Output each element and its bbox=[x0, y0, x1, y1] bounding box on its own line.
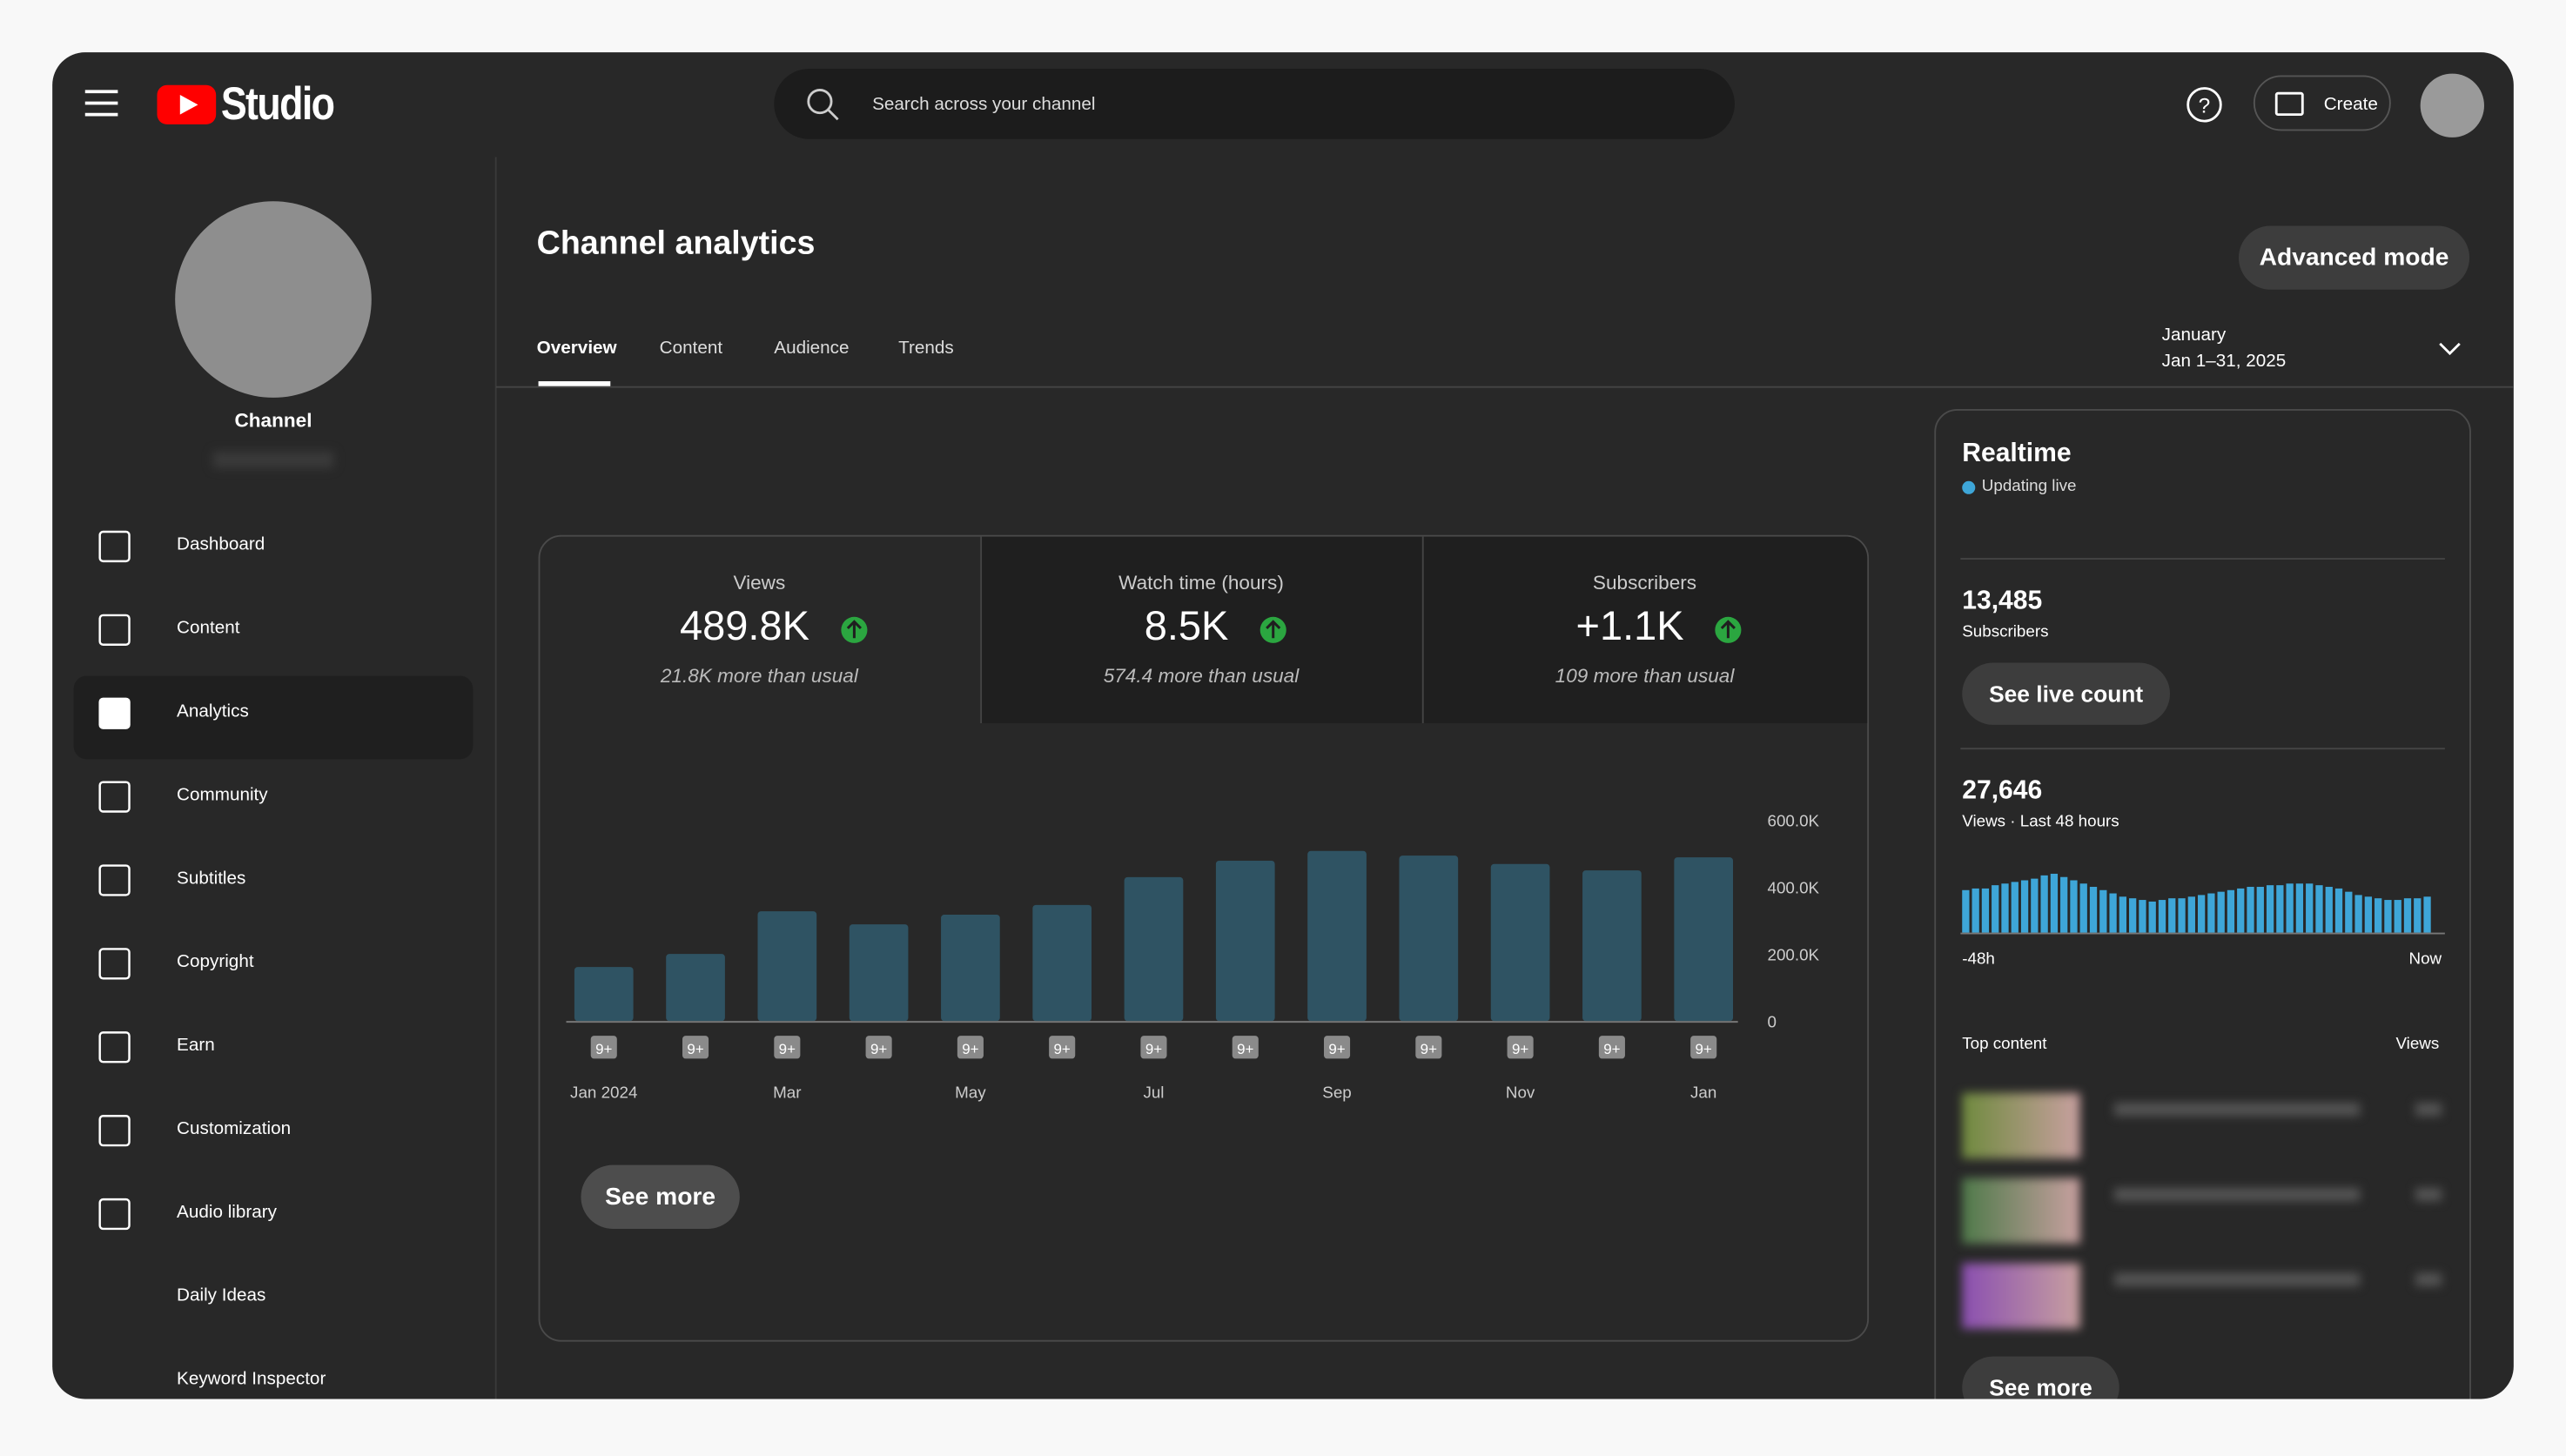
thumbnail-blur bbox=[1962, 1178, 2080, 1244]
search-box[interactable] bbox=[774, 68, 1735, 139]
title-blur bbox=[2114, 1272, 2361, 1286]
live-count-button[interactable]: See live count bbox=[1962, 662, 2171, 725]
metric-value: +1.1K bbox=[1575, 603, 1684, 650]
metric-note: 109 more than usual bbox=[1555, 664, 1735, 688]
nav-item[interactable]: Content bbox=[177, 618, 240, 639]
subscriber-count: 13,485 bbox=[1962, 587, 2043, 615]
metric-value: 489.8K bbox=[679, 603, 809, 650]
create-label: Create bbox=[2323, 95, 2378, 115]
channel-avatar bbox=[175, 201, 372, 398]
nav-item[interactable]: Keyword Inspector bbox=[177, 1369, 326, 1390]
metric-label: Watch time (hours) bbox=[1118, 571, 1284, 594]
metric-cell-bg bbox=[1423, 536, 1868, 724]
logo-play bbox=[180, 95, 198, 115]
channel-handle-blur bbox=[212, 451, 334, 468]
tab[interactable]: Overview bbox=[536, 339, 617, 359]
logo-text: Studio bbox=[220, 78, 335, 130]
views-blur bbox=[2415, 1103, 2442, 1117]
nav-icon bbox=[100, 615, 130, 645]
metric-note: 21.8K more than usual bbox=[660, 664, 858, 688]
start-label: -48h bbox=[1962, 950, 1995, 970]
metric-label: Views bbox=[733, 571, 786, 594]
period-range: Jan 1–31, 2025 bbox=[2161, 352, 2287, 372]
active-item bbox=[73, 675, 474, 760]
see-more-button[interactable]: See more bbox=[581, 1164, 740, 1229]
nav-icon bbox=[100, 949, 130, 978]
nav-icon bbox=[100, 532, 130, 561]
views-count: 27,646 bbox=[1962, 777, 2043, 806]
metric-label: Subscribers bbox=[1592, 571, 1697, 594]
nav-icon bbox=[100, 782, 130, 812]
help-icon: ? bbox=[2199, 95, 2211, 118]
end-label: Now bbox=[2408, 950, 2442, 970]
subscriber-label: Subscribers bbox=[1962, 623, 2049, 641]
nav-icon bbox=[100, 1116, 130, 1145]
advanced-button[interactable]: Advanced mode bbox=[2238, 225, 2470, 290]
nav-item[interactable]: Earn bbox=[177, 1036, 215, 1056]
nav-item[interactable]: Audio library bbox=[177, 1202, 278, 1223]
search-placeholder: Search across your channel bbox=[872, 95, 1096, 115]
nav-icon bbox=[100, 1199, 130, 1229]
views-label: Views · Last 48 hours bbox=[1962, 813, 2119, 832]
thumbnail-blur bbox=[1962, 1092, 2080, 1159]
nav-item[interactable]: Community bbox=[177, 785, 268, 806]
avatar[interactable] bbox=[2420, 73, 2484, 138]
nav-item[interactable]: Subtitles bbox=[177, 869, 246, 889]
realtime-title: Realtime bbox=[1962, 439, 2072, 468]
realtime-card bbox=[1934, 409, 2471, 1399]
live-status: Updating live bbox=[1981, 477, 2077, 496]
views-blur bbox=[2415, 1272, 2442, 1286]
thumbnail-blur bbox=[1962, 1263, 2080, 1329]
title-blur bbox=[2114, 1187, 2361, 1201]
views-col-label: Views bbox=[2395, 1036, 2440, 1054]
period-label: January bbox=[2161, 325, 2227, 346]
tab[interactable]: Content bbox=[659, 339, 723, 359]
help-icon bbox=[2188, 89, 2221, 122]
see-more-button[interactable]: See more bbox=[1962, 1356, 2119, 1399]
tab[interactable]: Audience bbox=[774, 339, 850, 359]
nav-item[interactable]: Copyright bbox=[177, 952, 254, 972]
logo-icon bbox=[157, 85, 216, 124]
tab-underline bbox=[539, 381, 611, 386]
metric-note: 574.4 more than usual bbox=[1103, 664, 1300, 688]
nav-item[interactable]: Customization bbox=[177, 1118, 292, 1139]
period-chevron bbox=[2440, 344, 2460, 353]
nav-item[interactable]: Dashboard bbox=[177, 534, 265, 555]
views-blur bbox=[2415, 1187, 2442, 1201]
create-button[interactable] bbox=[2253, 75, 2391, 131]
nav-item[interactable]: Daily Ideas bbox=[177, 1285, 266, 1306]
analytics-card bbox=[538, 534, 1870, 1342]
tab[interactable]: Trends bbox=[898, 339, 954, 359]
nav-item[interactable]: Analytics bbox=[177, 701, 249, 722]
nav-icon bbox=[100, 866, 130, 896]
top-content-label: Top content bbox=[1962, 1036, 2047, 1054]
nav-icon bbox=[100, 1032, 130, 1062]
title-blur bbox=[2114, 1103, 2361, 1117]
metric-cell-bg bbox=[982, 536, 1424, 724]
metric-value: 8.5K bbox=[1144, 603, 1229, 650]
page-title: Channel analytics bbox=[536, 225, 816, 262]
channel-name: Channel bbox=[234, 409, 312, 433]
